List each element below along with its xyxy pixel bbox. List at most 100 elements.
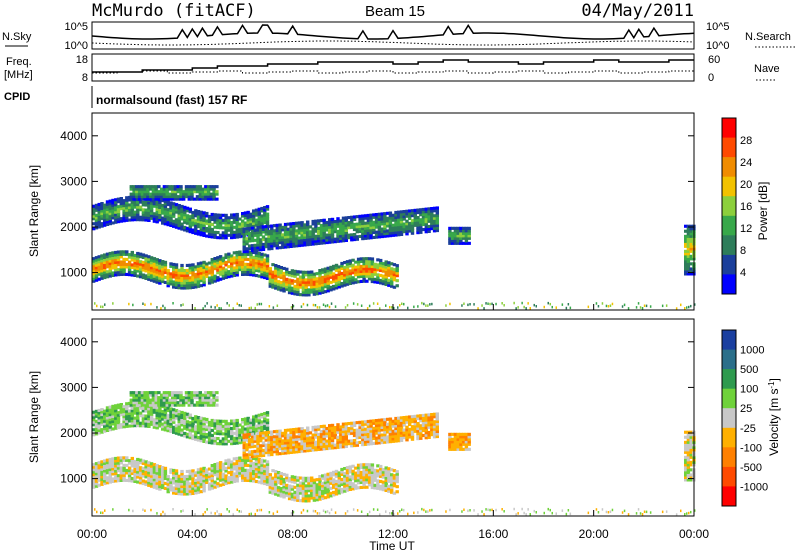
power-cell	[453, 234, 458, 238]
velocity-cell	[173, 393, 178, 397]
power-cell	[333, 230, 337, 234]
velocity-cell	[196, 488, 201, 492]
velocity-cell	[271, 491, 275, 495]
velocity-cell	[199, 470, 203, 474]
power-cell	[180, 278, 184, 282]
power-cell	[397, 223, 401, 227]
velocity-cell	[180, 433, 184, 437]
power-cell	[250, 231, 255, 235]
power-cell	[224, 255, 228, 259]
velocity-cell	[143, 401, 147, 405]
velocity-cell	[97, 428, 101, 432]
power-cell	[257, 207, 261, 211]
power-cell	[686, 262, 691, 266]
velocity-cell	[241, 463, 245, 467]
velocity-cell	[165, 398, 169, 402]
power-cell	[405, 209, 409, 213]
power-cell	[210, 278, 214, 282]
power-cell	[176, 195, 180, 199]
power-cell	[362, 267, 366, 271]
velocity-cell	[336, 443, 340, 447]
power-cell	[119, 267, 123, 271]
velocity-cell	[326, 480, 330, 484]
power-noise-cell	[461, 304, 463, 307]
velocity-cell	[271, 479, 275, 483]
power-cell	[459, 229, 463, 233]
power-cell	[205, 229, 209, 233]
velocity-cell	[373, 471, 377, 475]
power-cell	[332, 272, 336, 276]
velocity-cell	[363, 440, 368, 444]
power-cell	[141, 200, 146, 204]
velocity-cell	[256, 434, 260, 438]
power-cell	[416, 211, 420, 215]
velocity-cell	[365, 470, 369, 474]
velocity-cell	[122, 422, 126, 426]
velocity-cell	[383, 420, 387, 424]
power-cell	[325, 241, 329, 245]
power-noise-cell	[487, 302, 489, 305]
velocity-cell	[275, 429, 279, 433]
power-noise-cell	[204, 304, 206, 308]
power-cell	[180, 212, 184, 216]
velocity-cell	[337, 488, 341, 492]
power-cell	[249, 270, 253, 274]
power-cell	[283, 245, 288, 249]
power-cell	[350, 220, 354, 224]
velocity-cell	[177, 425, 181, 429]
velocity-cell	[377, 436, 382, 440]
power-noise-cell	[240, 304, 242, 307]
nsky-tick-bottom: 10^0	[64, 40, 88, 52]
velocity-cell	[252, 472, 256, 476]
power-cell	[174, 283, 179, 287]
cpid-program: normalsound (fast) 157 RF	[96, 93, 247, 107]
velocity-cell	[387, 479, 391, 483]
velocity-cell	[129, 391, 133, 395]
power-cell	[216, 266, 220, 270]
power-cell	[263, 263, 267, 267]
velocity-cell	[149, 422, 154, 426]
power-cell	[279, 273, 283, 277]
velocity-cell	[274, 477, 278, 481]
power-cell	[355, 222, 359, 226]
power-noise-cell	[627, 307, 630, 310]
power-cell	[224, 268, 228, 272]
velocity-cell	[152, 478, 157, 482]
velocity-cell	[386, 435, 390, 439]
velocity-cell	[366, 442, 371, 446]
power-cell	[381, 267, 386, 271]
power-cell	[292, 237, 296, 241]
power-colorbar-label: Power [dB]	[756, 182, 770, 241]
power-cell	[384, 282, 388, 286]
velocity-cell	[344, 439, 348, 443]
power-noise-cell	[639, 306, 642, 309]
power-cell	[97, 270, 101, 274]
velocity-cell	[235, 469, 239, 473]
power-noise-cell	[467, 303, 469, 307]
velocity-cell	[224, 429, 228, 433]
velocity-cell	[136, 406, 140, 410]
velocity-cell	[144, 422, 148, 426]
power-cell	[459, 236, 463, 240]
velocity-cell	[314, 448, 318, 452]
power-cell	[294, 241, 299, 245]
power-cell	[337, 275, 341, 279]
velocity-cell	[343, 479, 347, 483]
velocity-cell	[345, 473, 350, 477]
velocity-cell	[365, 473, 369, 477]
power-cell	[363, 229, 368, 233]
power-cell	[243, 213, 248, 217]
velocity-cell	[358, 423, 362, 427]
power-cell	[314, 234, 318, 238]
velocity-cell	[312, 481, 317, 485]
power-cell	[352, 225, 357, 229]
velocity-cell	[100, 480, 104, 484]
power-cell	[210, 280, 214, 284]
power-cell	[686, 264, 691, 268]
velocity-cell	[105, 428, 110, 432]
velocity-cell	[108, 415, 112, 419]
power-cell	[125, 208, 129, 212]
power-cell	[450, 241, 455, 245]
velocity-cell	[369, 432, 373, 436]
velocity-cell	[125, 414, 129, 418]
